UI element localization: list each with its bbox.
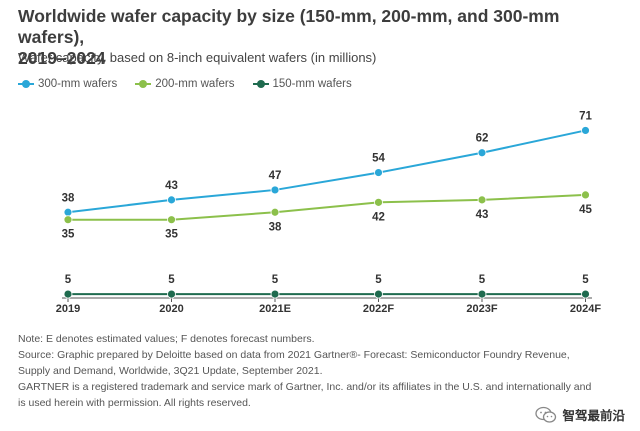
series-line-0	[67, 129, 586, 214]
legend-item-300mm: 300-mm wafers	[18, 78, 117, 90]
legend-swatch-200mm	[135, 80, 152, 88]
data-point	[477, 289, 487, 299]
trademark-line: is used herein with permission. All righ…	[18, 397, 251, 409]
series-line-1	[68, 193, 586, 221]
data-label: 5	[582, 274, 589, 286]
data-label: 45	[579, 204, 592, 216]
chart-legend: 300-mm wafers 200-mm wafers 150-mm wafer…	[18, 78, 352, 90]
data-label: 71	[579, 110, 592, 122]
x-axis-tick-label: 2022F	[363, 303, 394, 315]
x-axis-tick-label: 2021E	[259, 303, 291, 315]
line-chart: 2019 2020 2021E 2022F 2023F 2024F 38 43 47 54 62 71…	[56, 110, 602, 315]
data-label: 42	[372, 211, 385, 223]
data-point	[63, 207, 73, 217]
legend-swatch-300mm	[18, 80, 34, 88]
data-label: 35	[165, 229, 178, 241]
data-point	[270, 207, 280, 217]
source-line: Source: Graphic prepared by Deloitte bas…	[18, 349, 570, 361]
data-label: 38	[62, 192, 75, 204]
data-label: 5	[168, 274, 175, 286]
data-point	[374, 197, 383, 207]
data-point	[374, 289, 383, 299]
data-label: 54	[372, 153, 385, 165]
legend-item-200mm: 200-mm wafers	[135, 78, 235, 90]
data-label: 47	[269, 170, 282, 182]
wechat-icon	[535, 406, 557, 423]
legend-item-150mm: 150-mm wafers	[252, 78, 352, 90]
data-point	[167, 195, 176, 205]
data-label: 43	[476, 209, 489, 221]
data-label: 43	[165, 180, 178, 192]
data-point	[477, 148, 487, 158]
watermark-text: 智驾最前沿	[562, 409, 625, 423]
data-point	[167, 215, 176, 225]
data-label: 5	[479, 274, 486, 286]
legend-label-300mm: 300-mm wafers	[38, 78, 118, 90]
chart-title-line-1: Worldwide wafer capacity by size (150-mm…	[18, 6, 560, 47]
source-line: Supply and Demand, Worldwide, 3Q21 Updat…	[18, 365, 323, 377]
data-label: 38	[269, 221, 282, 233]
chart-subtitle: Wafer capacity, based on 8-inch equivale…	[18, 50, 377, 65]
legend-label-200mm: 200-mm wafers	[155, 78, 235, 90]
chart-notes: Note: E denotes estimated values; F deno…	[18, 331, 630, 411]
note-line: Note: E denotes estimated values; F deno…	[18, 333, 315, 345]
data-point	[581, 289, 590, 299]
data-label: 62	[476, 133, 489, 145]
data-label: 35	[62, 229, 75, 241]
data-label: 5	[375, 274, 382, 286]
data-point	[63, 215, 73, 225]
data-label: 5	[272, 274, 279, 286]
watermark: 智驾最前沿	[532, 404, 628, 425]
data-point	[477, 195, 487, 205]
data-point	[167, 289, 176, 299]
chart-title-line-2: 2019–2024	[18, 48, 106, 68]
data-point	[270, 185, 280, 195]
data-point	[374, 168, 383, 177]
x-axis-tick-label: 2023F	[466, 303, 497, 315]
x-axis-tick-label: 2024F	[570, 303, 601, 315]
x-axis-tick-label: 2019	[56, 303, 80, 315]
data-point	[270, 289, 280, 299]
data-label: 5	[65, 274, 72, 286]
data-point	[581, 190, 590, 200]
chart-title: Worldwide wafer capacity by size (150-mm…	[18, 6, 628, 69]
legend-swatch-150mm	[252, 80, 269, 88]
data-point	[581, 126, 590, 135]
x-axis-tick-label: 2020	[159, 303, 183, 315]
legend-label-150mm: 150-mm wafers	[272, 78, 352, 90]
trademark-line: GARTNER is a registered trademark and se…	[18, 381, 592, 393]
data-point	[63, 289, 73, 299]
